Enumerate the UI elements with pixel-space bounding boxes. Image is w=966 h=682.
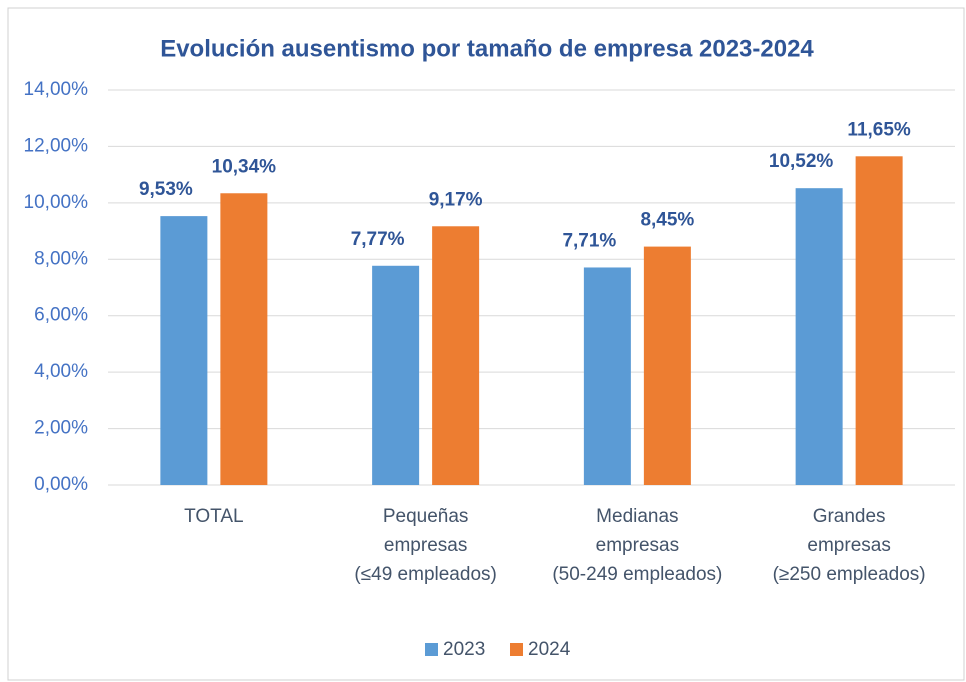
bar — [583, 267, 631, 485]
y-tick-label: 4,00% — [34, 361, 88, 382]
bar — [160, 216, 208, 485]
y-tick-label: 8,00% — [34, 248, 88, 269]
data-label: 10,52% — [769, 151, 834, 172]
bar — [220, 193, 268, 485]
bar — [432, 226, 480, 485]
legend-label: 2024 — [528, 639, 571, 660]
legend-label: 2023 — [443, 639, 485, 660]
bar — [643, 246, 691, 485]
x-tick-label: TOTAL — [184, 506, 243, 527]
data-label: 8,45% — [640, 210, 694, 231]
y-tick-label: 14,00% — [24, 79, 89, 100]
bar — [855, 156, 903, 485]
data-label: 7,71% — [562, 230, 616, 251]
x-tick-label: Grandes empresas (≥250 empleados) — [773, 506, 926, 585]
data-label: 7,77% — [351, 229, 405, 250]
y-tick-label: 6,00% — [34, 305, 88, 326]
data-label: 9,17% — [429, 189, 483, 210]
chart-title: Evolución ausentismo por tamaño de empre… — [160, 35, 814, 62]
y-tick-label: 10,00% — [24, 192, 89, 213]
bar — [795, 188, 843, 485]
y-tick-label: 12,00% — [24, 135, 89, 156]
bar — [372, 265, 420, 485]
legend-swatch — [425, 643, 438, 656]
data-label: 11,65% — [847, 119, 910, 140]
data-label: 9,53% — [139, 179, 193, 200]
y-tick-label: 0,00% — [34, 474, 88, 495]
x-tick-label: Pequeñas empresas (≤49 empleados) — [354, 506, 496, 585]
data-label: 10,34% — [212, 156, 277, 177]
y-tick-label: 2,00% — [34, 418, 88, 439]
x-tick-label: Medianas empresas (50-249 empleados) — [552, 506, 722, 585]
legend-swatch — [510, 643, 523, 656]
